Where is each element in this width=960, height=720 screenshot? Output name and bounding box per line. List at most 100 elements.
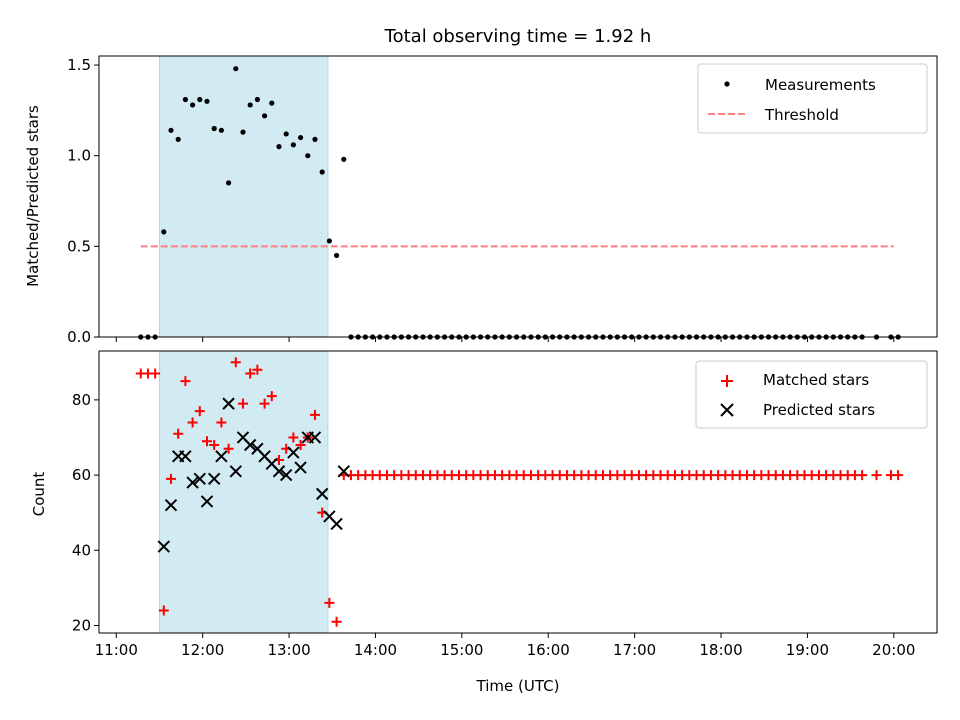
matched-star-point [252,364,263,375]
measurement-point [261,113,268,119]
measurement-point [305,153,311,159]
matched-star-point [187,417,198,428]
x-tick-label: 17:00 [613,641,656,659]
measurement-point [182,96,188,103]
predicted-star-point [193,472,206,486]
predicted-star-point [207,472,221,486]
measurement-point [326,238,332,244]
top-axes-frame [98,55,938,338]
measurement-point [254,96,260,103]
measurement-point [333,252,340,259]
measurement-point [189,102,196,108]
predicted-star-point [222,397,235,410]
matched-star-point [158,605,169,616]
bottom-series-1 [157,397,350,553]
matched-star-point [871,470,882,481]
matched-star-point [324,597,335,608]
bottom-y-tick-label: 60 [72,466,91,484]
measurement-point [197,96,203,103]
top-legend-box [697,63,928,134]
x-tick-label: 16:00 [527,641,570,659]
matched-star-point [165,473,176,484]
bottom-y-axis-label: Count [30,472,48,517]
measurement-point [225,180,232,186]
predicted-star-point [157,540,171,553]
measurement-point [312,136,318,142]
top-y-axis-label: Matched/Predicted stars [24,105,42,287]
legend-label-predicted-stars: Predicted stars [763,401,875,419]
measurement-point [218,127,224,133]
predicted-star-point [215,450,228,463]
bottom-y-tick-label: 20 [72,616,91,634]
predicted-star-point [337,465,350,478]
predicted-star-point [294,461,307,474]
measurement-point [341,156,347,162]
top-legend: Measurements Threshold [697,63,928,134]
legend-label-matched-stars: Matched stars [763,371,869,389]
x-tick-label: 13:00 [267,641,310,659]
measurement-point [233,66,239,72]
measurement-point [168,127,174,133]
matched-star-point [266,391,277,402]
predicted-star-point [243,438,257,452]
x-tick-label: 12:00 [181,641,224,659]
x-axis-label: Time (UTC) [476,677,560,695]
measurement-point [175,136,181,142]
predicted-star-point [287,446,300,459]
measurement-point [276,144,282,150]
predicted-star-point [200,495,214,508]
top-panel: 0.0 0.5 1.0 1.5 [67,55,938,346]
predicted-star-point [164,498,178,512]
top-y-tick-label: 0.5 [67,237,91,255]
matched-star-point [209,440,220,450]
predicted-star-point [279,468,293,482]
matched-star-point [180,376,191,387]
predicted-star-point [308,431,322,444]
predicted-star-point [315,487,329,501]
x-tick-label: 11:00 [95,641,138,659]
measurement-point [211,125,217,132]
matched-star-point [150,368,161,379]
predicted-star-point [179,450,192,463]
predicted-star-point [330,517,343,531]
measurement-point [240,129,246,135]
bottom-shaded-span [158,350,329,634]
legend-marker-predicted-stars [720,403,734,417]
matched-star-point [173,428,184,439]
matched-star-point [216,417,227,428]
matched-star-point [288,432,299,443]
matched-star-point [194,406,205,417]
chart-title: Total observing time = 1.92 h [384,26,652,47]
measurement-point [283,131,289,137]
measurement-point [161,229,167,235]
legend-label-threshold: Threshold [764,106,839,124]
bottom-legend-box [695,360,928,429]
measurement-point [247,102,253,108]
top-y-tick-label: 0.0 [67,328,91,346]
matched-star-point [245,368,256,379]
matched-star-point [201,436,212,447]
predicted-star-point [186,476,199,489]
measurement-point [319,169,325,175]
bottom-legend: Matched stars Predicted stars [695,360,928,429]
bottom-series-0 [135,357,904,627]
predicted-star-point [272,465,286,478]
matched-star-point [237,398,248,409]
top-y-tick-label: 1.5 [67,56,91,74]
top-y-tick-label: 1.0 [67,147,91,165]
bottom-axes-frame [98,350,938,634]
bottom-panel: 20 40 60 80 11:00 12:00 13:00 14:00 15:00 16:00 17… [72,350,938,659]
matched-star-point [857,470,868,481]
x-tick-label: 18:00 [699,641,742,659]
bottom-y-tick-label: 40 [72,541,91,559]
matched-star-point [259,398,270,409]
measurement-point [269,100,275,106]
matched-star-point [331,616,342,627]
legend-marker-measurements [724,81,730,87]
legend-marker-matched-stars [721,375,733,387]
legend-label-measurements: Measurements [765,76,876,94]
x-tick-label: 14:00 [354,641,397,659]
x-tick-label: 19:00 [786,641,829,659]
measurement-point [297,134,304,141]
